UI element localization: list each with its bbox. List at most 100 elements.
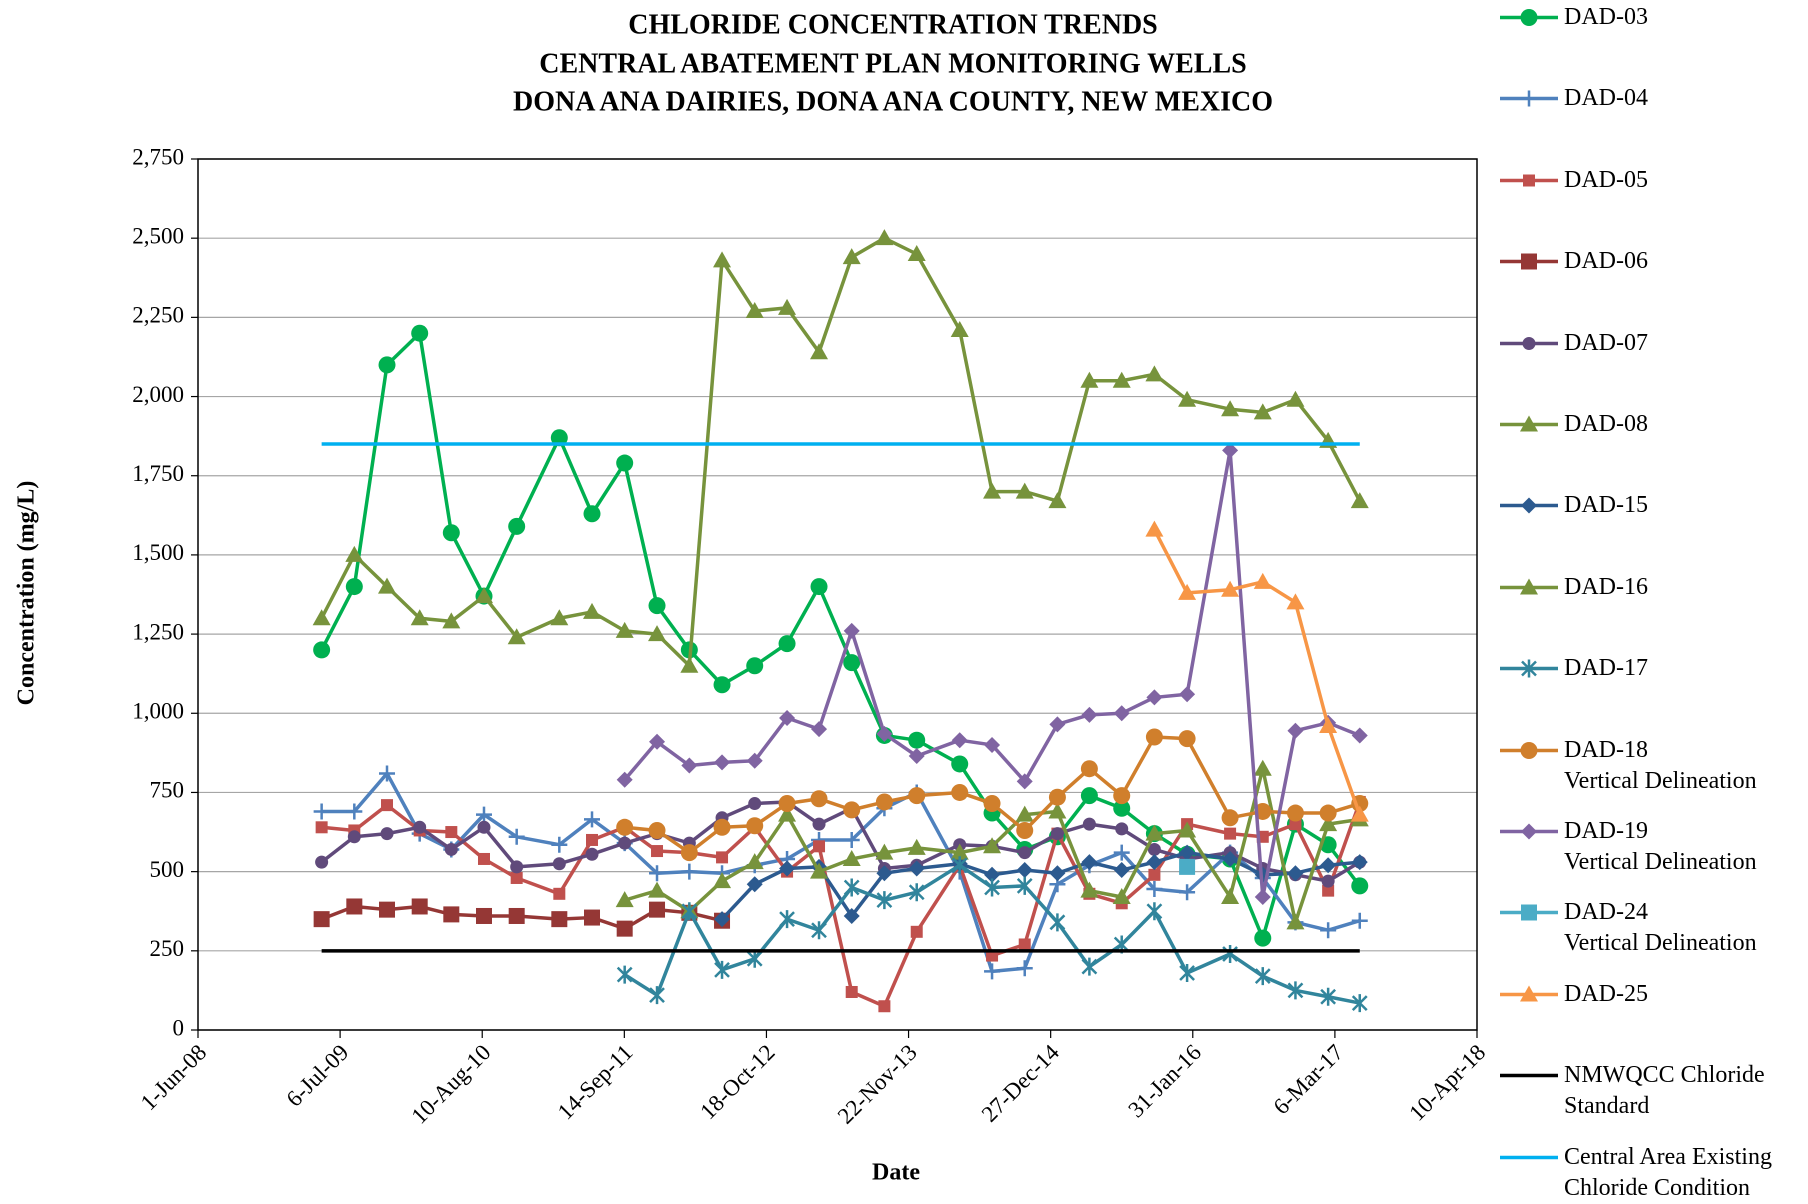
marker — [1521, 823, 1537, 840]
marker — [380, 827, 394, 841]
marker — [648, 597, 666, 615]
marker — [1520, 578, 1538, 595]
marker — [843, 622, 860, 639]
marker — [1048, 492, 1067, 509]
y-tick-label: 500 — [150, 857, 185, 882]
marker — [1018, 938, 1031, 951]
marker — [315, 855, 329, 869]
marker — [551, 836, 568, 853]
marker — [1520, 9, 1538, 26]
marker — [1082, 817, 1096, 831]
marker — [714, 754, 731, 771]
marker — [1112, 887, 1131, 904]
marker — [616, 771, 633, 788]
legend-swatch — [1500, 9, 1558, 26]
marker — [379, 765, 396, 782]
legend-label: DAD-03 — [1564, 4, 1648, 30]
x-tick-label: 31-Jan-16 — [1123, 1040, 1206, 1123]
x-tick-label: 22-Nov-13 — [833, 1040, 922, 1129]
y-tick-label: 2,750 — [132, 144, 184, 169]
legend-swatch — [1500, 415, 1558, 432]
marker — [1287, 722, 1304, 739]
marker — [810, 862, 829, 879]
legend-item: DAD-15 — [1500, 490, 1648, 521]
marker — [843, 907, 860, 924]
y-tick-label: 2,000 — [132, 382, 184, 407]
plot-frame — [197, 158, 1478, 1031]
marker — [1049, 716, 1066, 733]
marker — [1520, 985, 1538, 1002]
marker — [746, 876, 763, 893]
marker — [1016, 773, 1033, 790]
marker — [1145, 728, 1163, 746]
marker — [1113, 799, 1131, 817]
marker — [1521, 90, 1537, 107]
marker — [907, 245, 926, 262]
marker — [1222, 850, 1239, 867]
marker — [345, 578, 363, 596]
legend-label: NMWQCC Chloride Standard — [1564, 1062, 1765, 1120]
marker — [714, 911, 731, 928]
marker — [1048, 802, 1067, 819]
marker — [1222, 944, 1238, 963]
marker — [1179, 844, 1196, 861]
marker — [1319, 815, 1338, 832]
marker — [1112, 371, 1131, 388]
marker — [584, 811, 601, 828]
legend-swatch — [1500, 336, 1558, 350]
marker — [510, 860, 524, 874]
marker — [1080, 881, 1099, 898]
marker — [1320, 987, 1337, 1006]
marker — [908, 748, 925, 765]
marker — [983, 482, 1002, 499]
marker — [843, 801, 861, 819]
marker — [410, 609, 429, 626]
marker — [313, 911, 330, 928]
y-tick-label: 750 — [150, 778, 185, 803]
legend-item: DAD-19 Vertical Delineation — [1500, 816, 1757, 878]
marker — [1221, 809, 1239, 827]
marker — [1286, 913, 1305, 930]
legend-swatch — [1500, 578, 1558, 595]
marker — [1521, 904, 1537, 921]
legend-item: DAD-04 — [1500, 83, 1648, 114]
marker — [746, 752, 763, 769]
marker — [1286, 593, 1305, 610]
marker — [1178, 821, 1197, 838]
x-axis-title: Date — [872, 1160, 920, 1186]
marker — [1521, 497, 1537, 514]
marker — [1016, 821, 1034, 839]
legend-label: DAD-18 Vertical Delineation — [1564, 736, 1757, 794]
marker — [1320, 857, 1337, 874]
x-tick-label: 10-Aug-10 — [406, 1040, 495, 1129]
legend-label: DAD-24 Vertical Delineation — [1564, 899, 1757, 957]
marker — [1520, 741, 1538, 759]
marker — [1113, 862, 1130, 879]
marker — [950, 843, 969, 860]
marker — [876, 891, 893, 910]
marker — [1179, 963, 1195, 982]
marker — [615, 891, 634, 908]
marker — [878, 1000, 891, 1013]
x-tick-label: 27-Dec-14 — [977, 1039, 1065, 1127]
marker — [1016, 862, 1033, 879]
marker — [507, 628, 526, 645]
marker — [379, 901, 396, 918]
legend-item: DAD-08 — [1500, 409, 1648, 440]
marker — [1048, 788, 1066, 806]
marker — [1147, 842, 1161, 856]
marker — [313, 803, 330, 820]
marker — [876, 865, 893, 882]
legend-swatch — [1500, 741, 1558, 759]
marker — [1254, 929, 1272, 947]
marker — [411, 898, 428, 915]
marker — [1145, 365, 1164, 382]
marker — [616, 454, 634, 472]
marker — [842, 849, 861, 866]
marker — [779, 910, 795, 929]
marker — [378, 356, 396, 374]
marker — [1179, 884, 1196, 901]
marker — [508, 907, 525, 924]
marker — [1520, 415, 1538, 432]
